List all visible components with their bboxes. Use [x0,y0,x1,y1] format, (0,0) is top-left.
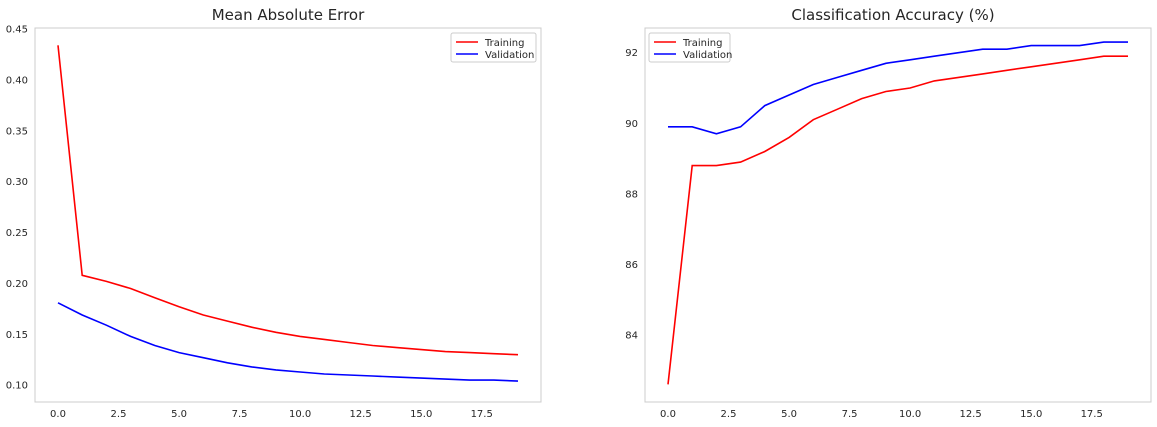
mae-y-tick-label: 0.10 [6,381,28,392]
accuracy-x-tick-label: 15.0 [1020,409,1042,420]
mae-legend-training-label: Training [484,38,524,49]
mae-legend: Training Validation [450,32,537,63]
mae-x-tick-label: 5.0 [171,409,187,420]
mae-chart-title: Mean Absolute Error [212,6,365,24]
mae-x-tick-label: 17.5 [471,409,493,420]
mae-x-tick-label: 0.0 [50,409,66,420]
mae-x-axis: 0.0 2.5 5.0 7.5 10.0 12.5 15.0 17.5 [50,409,493,420]
accuracy-x-tick-label: 10.0 [899,409,921,420]
mae-training-line [57,45,519,356]
accuracy-x-tick-label: 17.5 [1081,409,1103,420]
mae-y-tick-label: 0.40 [6,75,28,86]
mae-y-axis: 0.10 0.15 0.20 0.25 0.30 0.35 0.40 0.45 [6,25,28,392]
accuracy-x-tick-label: 5.0 [781,409,797,420]
accuracy-y-tick-label: 84 [625,331,638,342]
accuracy-legend-validation-label: Validation [683,50,732,61]
mae-x-tick-label: 7.5 [232,409,248,420]
accuracy-x-tick-label: 12.5 [959,409,981,420]
mae-series-lines [57,45,519,382]
accuracy-y-tick-label: 90 [625,119,638,130]
accuracy-y-tick-label: 92 [625,48,638,59]
accuracy-chart-panel: Classification Accuracy (%) 0.0 2.5 5.0 7.5… [625,6,1152,420]
mae-x-tick-label: 15.0 [410,409,432,420]
accuracy-y-tick-label: 88 [625,189,638,200]
accuracy-y-axis: 84 86 88 90 92 [625,48,638,341]
accuracy-x-tick-label: 7.5 [842,409,858,420]
accuracy-legend: Training Validation [648,32,732,63]
mae-x-tick-label: 2.5 [111,409,127,420]
mae-y-tick-label: 0.45 [6,25,28,36]
accuracy-validation-line [668,41,1128,135]
mae-y-tick-label: 0.25 [6,228,28,239]
accuracy-x-axis: 0.0 2.5 5.0 7.5 10.0 12.5 15.0 17.5 [660,409,1103,420]
accuracy-legend-training-label: Training [682,38,722,49]
mae-y-tick-label: 0.20 [6,279,28,290]
accuracy-plot-frame [644,27,1152,403]
mae-x-tick-label: 10.0 [289,409,311,420]
accuracy-x-tick-label: 2.5 [721,409,737,420]
accuracy-x-tick-label: 0.0 [660,409,676,420]
accuracy-chart-title: Classification Accuracy (%) [791,6,994,24]
mae-chart-panel: Mean Absolute Error 0.0 2.5 5.0 7.5 10.0 12.5… [6,6,542,420]
accuracy-y-tick-label: 86 [625,260,638,271]
accuracy-series-lines [667,41,1128,385]
mae-y-tick-label: 0.15 [6,330,28,341]
accuracy-training-line [667,55,1128,385]
mae-x-tick-label: 12.5 [349,409,371,420]
mae-plot-frame [34,27,542,403]
mae-y-tick-label: 0.30 [6,177,28,188]
mae-y-tick-label: 0.35 [6,126,28,137]
mae-legend-validation-label: Validation [485,50,534,61]
mae-validation-line [57,302,519,382]
